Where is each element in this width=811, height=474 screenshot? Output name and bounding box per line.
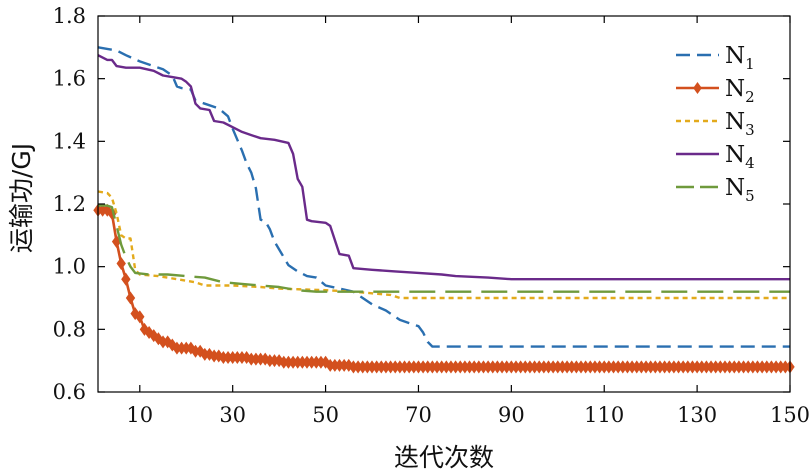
x-tick-label: 130 bbox=[677, 403, 717, 427]
data-point-n2 bbox=[102, 203, 112, 217]
series-n2 bbox=[93, 203, 795, 374]
x-tick-label: 10 bbox=[126, 403, 153, 427]
legend-label: N2 bbox=[725, 76, 755, 106]
series-line-n3 bbox=[97, 190, 790, 300]
series-layer bbox=[93, 46, 795, 374]
legend-label: N4 bbox=[725, 142, 755, 172]
series-line-n4 bbox=[97, 54, 790, 281]
legend-label: N3 bbox=[725, 109, 755, 139]
legend-item-n1: N1 bbox=[676, 43, 755, 73]
legend-label: N1 bbox=[725, 43, 755, 73]
series-line-n2 bbox=[98, 209, 790, 369]
y-tick-label: 1.6 bbox=[53, 67, 86, 91]
y-axis-ticks: 0.6 0.8 1.0 1.2 1.4 1.6 1.8 bbox=[53, 4, 790, 404]
y-tick-label: 0.6 bbox=[53, 380, 86, 404]
x-tick-label: 30 bbox=[219, 403, 246, 427]
axes-frame bbox=[97, 15, 791, 393]
data-point-n2 bbox=[121, 272, 131, 286]
y-tick-label: 1.4 bbox=[53, 129, 86, 153]
plot-area: 10 30 50 70 90 110 130 150 0.6 0.8 1.0 1.2 1.4 1.6 1.… bbox=[53, 4, 810, 427]
y-tick-label: 1.8 bbox=[53, 4, 86, 28]
data-point-n2 bbox=[125, 291, 136, 305]
legend-marker bbox=[693, 82, 702, 94]
y-axis-title: 运输功/GJ bbox=[7, 143, 36, 253]
series-line-n5 bbox=[98, 204, 790, 293]
series-n4 bbox=[97, 54, 790, 281]
x-tick-label: 150 bbox=[770, 403, 810, 427]
data-point-n2 bbox=[116, 257, 126, 271]
x-tick-label: 50 bbox=[312, 403, 339, 427]
x-tick-label: 70 bbox=[405, 403, 432, 427]
legend-item-n3: N3 bbox=[676, 109, 755, 139]
y-tick-label: 0.8 bbox=[53, 317, 86, 341]
x-axis-ticks: 10 30 50 70 90 110 130 150 bbox=[126, 16, 810, 427]
data-point-n2 bbox=[135, 310, 145, 324]
y-tick-label: 1.2 bbox=[53, 192, 86, 216]
x-tick-label: 90 bbox=[498, 403, 525, 427]
legend-item-n5: N5 bbox=[676, 175, 755, 205]
series-n1 bbox=[97, 46, 790, 348]
series-n3 bbox=[97, 190, 790, 300]
legend-item-n4: N4 bbox=[676, 142, 755, 172]
x-tick-label: 110 bbox=[584, 403, 624, 427]
legend-label: N5 bbox=[725, 175, 755, 205]
y-tick-label: 1.0 bbox=[53, 255, 86, 279]
legend-item-n2: N2 bbox=[676, 76, 755, 106]
x-axis-title: 迭代次数 bbox=[394, 443, 494, 472]
series-line-n1 bbox=[97, 46, 790, 348]
series-n5 bbox=[98, 204, 790, 293]
